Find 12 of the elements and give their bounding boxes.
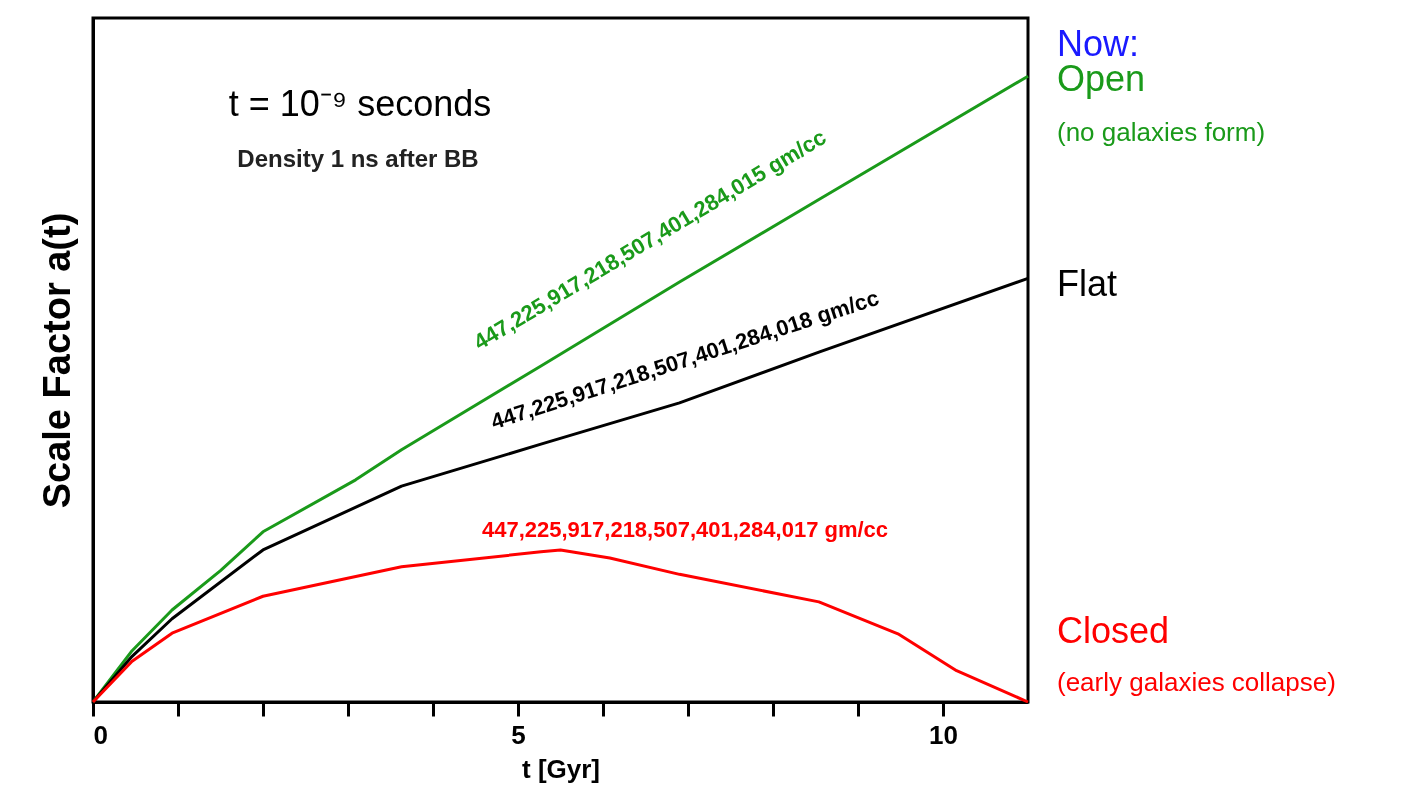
series-label: Flat (1057, 263, 1118, 304)
annotation: t = 10⁻⁹ seconds (228, 83, 492, 124)
text: (no galaxies form) (1057, 117, 1266, 147)
series-label: Closed (1057, 610, 1170, 651)
x-axis-title: t [Gyr] (522, 753, 600, 784)
text: (early galaxies collapse) (1057, 667, 1336, 697)
x-tick-label: 5 (511, 719, 526, 750)
x-tick-label: 10 (929, 719, 958, 750)
annotation: Density 1 ns after BB (237, 145, 479, 172)
x-tick-label: 0 (93, 719, 108, 750)
annotation: 447,225,917,218,507,401,284,017 gm/cc (481, 517, 889, 542)
y-axis-title: Scale Factor a(t) (35, 212, 78, 509)
